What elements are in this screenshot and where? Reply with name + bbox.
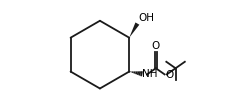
Text: NH: NH	[142, 69, 158, 79]
Polygon shape	[129, 22, 139, 38]
Text: O: O	[165, 70, 173, 80]
Text: OH: OH	[138, 13, 154, 23]
Text: O: O	[152, 41, 160, 51]
